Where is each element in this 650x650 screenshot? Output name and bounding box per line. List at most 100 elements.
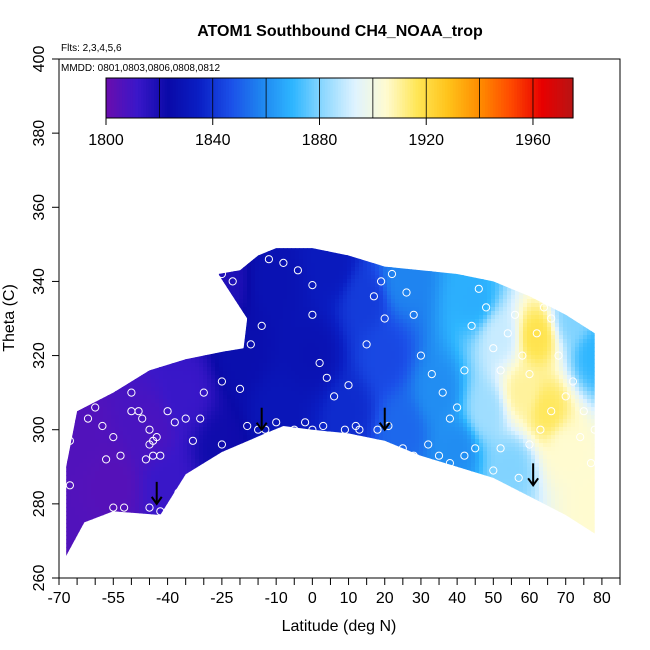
heat-cell: [267, 347, 272, 352]
heat-cell: [75, 571, 80, 576]
heat-cell: [223, 359, 228, 364]
heat-cell: [171, 531, 176, 536]
heat-cell: [283, 303, 288, 308]
heat-cell: [283, 551, 288, 556]
heat-cell: [123, 487, 128, 492]
heat-cell: [275, 248, 280, 252]
heat-cell: [255, 455, 260, 460]
heat-cell: [87, 511, 92, 516]
heat-cell: [259, 379, 264, 384]
heat-cell: [135, 235, 140, 240]
heat-cell: [135, 503, 140, 508]
heat-cell: [227, 248, 232, 252]
heat-cell: [231, 531, 236, 536]
heat-cell: [203, 431, 208, 436]
heat-cell: [91, 431, 96, 436]
heat-cell: [135, 319, 140, 324]
heat-cell: [139, 327, 144, 332]
heat-cell: [263, 479, 268, 484]
heat-cell: [87, 455, 92, 460]
heat-cell: [235, 347, 240, 352]
heat-cell: [247, 355, 252, 360]
heat-cell: [111, 571, 116, 576]
heat-cell: [275, 311, 280, 316]
heat-cell: [283, 371, 288, 376]
heat-cell: [143, 507, 148, 512]
heat-cell: [179, 475, 184, 480]
heat-cell: [247, 351, 252, 356]
heat-cell: [183, 527, 188, 532]
heat-cell: [127, 575, 132, 580]
heat-cell: [75, 563, 80, 568]
heat-cell: [155, 395, 160, 400]
heat-cell: [95, 347, 100, 352]
heat-cell: [111, 271, 116, 276]
heat-cell: [83, 271, 88, 276]
heat-cell: [211, 483, 216, 488]
heat-cell: [223, 527, 228, 532]
heat-cell: [63, 567, 68, 572]
heat-cell: [187, 248, 192, 252]
heat-cell: [95, 435, 100, 440]
heat-cell: [123, 559, 128, 564]
heat-cell: [171, 283, 176, 288]
heat-cell: [275, 367, 280, 372]
heat-cell: [171, 243, 176, 248]
heat-cell: [263, 523, 268, 528]
heat-cell: [127, 283, 132, 288]
heat-cell: [119, 415, 124, 420]
heat-cell: [239, 239, 244, 244]
heat-cell: [163, 419, 168, 424]
heat-cell: [195, 387, 200, 392]
heat-cell: [135, 259, 140, 264]
heat-cell: [119, 443, 124, 448]
heat-cell: [66, 271, 68, 276]
heat-cell: [151, 367, 156, 372]
heat-cell: [59, 575, 64, 580]
heat-cell: [199, 303, 204, 308]
heat-cell: [199, 387, 204, 392]
heat-cell: [67, 547, 72, 552]
heat-cell: [239, 359, 244, 364]
heat-cell: [235, 248, 240, 252]
heat-cell: [143, 531, 148, 536]
heat-cell: [207, 319, 212, 324]
heat-cell: [283, 355, 288, 360]
heat-cell: [87, 303, 92, 308]
heat-cell: [91, 443, 96, 448]
heat-cell: [87, 515, 92, 520]
heat-cell: [287, 379, 292, 384]
heat-cell: [227, 555, 232, 556]
heat-cell: [75, 351, 80, 356]
heat-cell: [199, 527, 204, 532]
heat-cell: [267, 523, 272, 528]
heat-cell: [151, 387, 156, 392]
heat-cell: [71, 367, 76, 372]
heat-cell: [103, 531, 108, 536]
heat-cell: [263, 567, 268, 572]
heat-cell: [87, 443, 92, 448]
heat-cell: [147, 535, 152, 540]
heat-cell: [179, 419, 184, 424]
heat-cell: [163, 251, 168, 256]
heat-cell: [131, 243, 136, 248]
heat-cell: [215, 539, 220, 544]
heat-cell: [119, 575, 124, 580]
heat-cell: [139, 507, 144, 512]
heat-cell: [171, 407, 176, 412]
heat-cell: [163, 575, 168, 580]
heat-cell: [283, 339, 288, 344]
heat-cell: [151, 307, 156, 312]
heat-cell: [103, 527, 108, 532]
heat-cell: [195, 571, 200, 576]
heat-cell: [271, 435, 276, 440]
heat-cell: [223, 399, 228, 404]
heat-cell: [263, 547, 268, 552]
heat-cell: [243, 571, 248, 576]
heat-cell: [71, 495, 76, 500]
heat-cell: [119, 423, 124, 428]
heat-cell: [211, 263, 216, 268]
heat-cell: [199, 551, 204, 556]
heat-cell: [275, 263, 280, 268]
heat-cell: [111, 407, 116, 412]
